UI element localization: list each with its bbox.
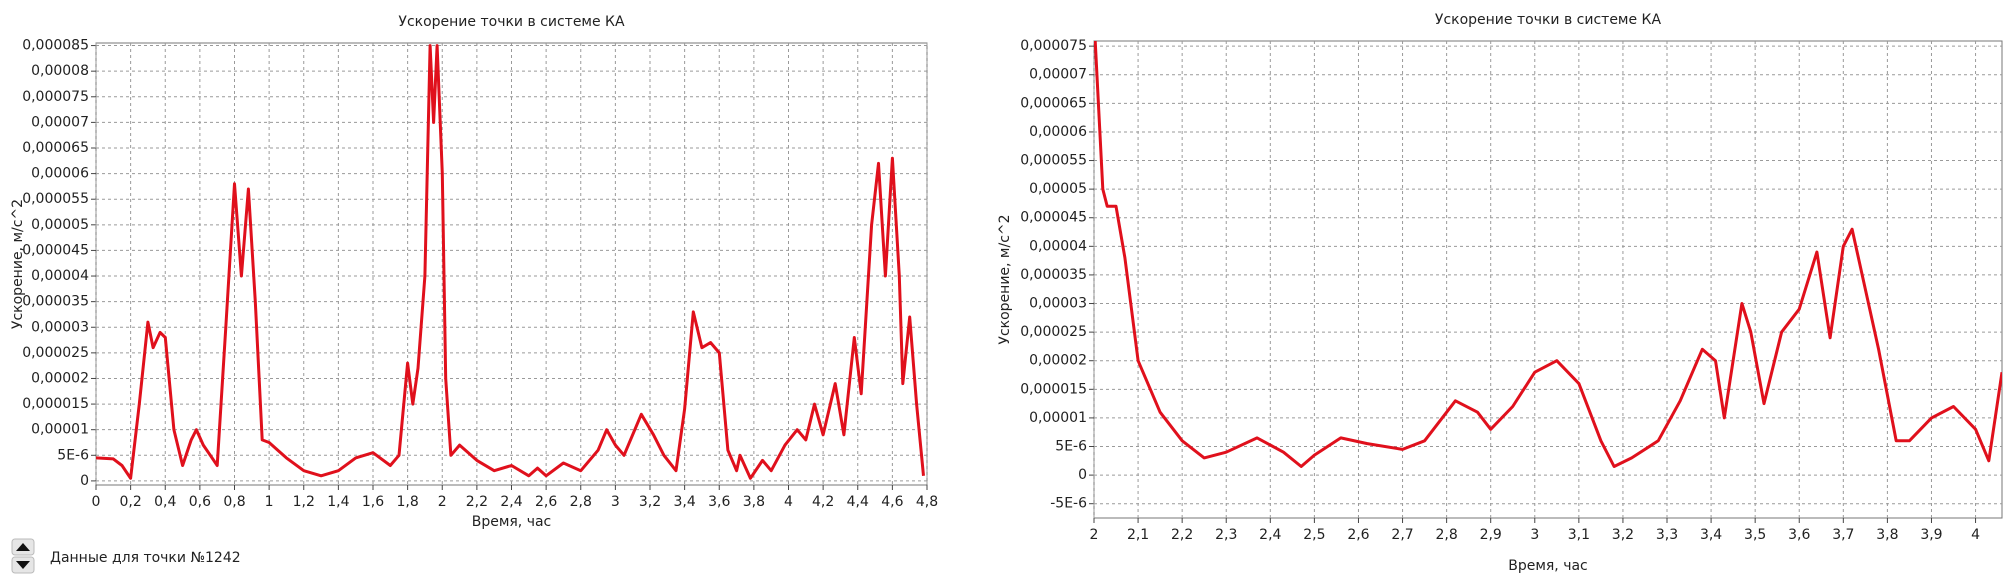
y-tick-label: 0,000065: [1020, 95, 1087, 111]
y-tick-label: 0,000075: [1020, 38, 1087, 54]
x-tick-label: 2,3: [1215, 527, 1237, 543]
x-tick-label: 2: [1090, 527, 1099, 543]
y-tick-label: 0,000045: [22, 242, 89, 258]
x-tick-label: 1: [265, 494, 274, 510]
y-tick-label: 0,00001: [1029, 410, 1087, 426]
x-tick-label: 3,2: [639, 494, 661, 510]
x-tick-label: 3,1: [1568, 527, 1590, 543]
y-tick-label: 5E-6: [1055, 439, 1087, 455]
x-tick-label: 1,4: [327, 494, 349, 510]
x-tick-label: 2,4: [500, 494, 522, 510]
x-tick-label: 4: [1971, 527, 1980, 543]
x-tick-label: 2,8: [1435, 527, 1457, 543]
point-label: Данные для точки №1242: [50, 550, 241, 566]
x-tick-label: 3,8: [1876, 527, 1898, 543]
arrow-up: [16, 543, 30, 551]
x-tick-label: 2: [438, 494, 447, 510]
y-tick-label: 0,00003: [31, 319, 89, 335]
x-tick-label: 3,4: [673, 494, 695, 510]
data-line: [96, 44, 925, 480]
y-tick-label: 0,000035: [1020, 267, 1087, 283]
x-tick-label: 3,4: [1700, 527, 1722, 543]
y-tick-label: 0,00004: [1029, 238, 1087, 254]
x-tick-label: 0,8: [223, 494, 245, 510]
x-tick-label: 4,8: [916, 494, 938, 510]
x-tick-label: 0: [92, 494, 101, 510]
y-tick-label: 0,000035: [22, 294, 89, 310]
x-tick-label: 3: [1530, 527, 1539, 543]
y-tick-label: 0,00005: [1029, 181, 1087, 197]
x-tick-label: 3,6: [708, 494, 730, 510]
x-tick-label: 2,6: [1347, 527, 1369, 543]
y-tick-label: 0,00001: [31, 422, 89, 438]
x-tick-label: 0,2: [119, 494, 141, 510]
y-tick-label: 0,000085: [22, 38, 89, 54]
x-tick-label: 3: [611, 494, 620, 510]
x-tick-label: 2,1: [1127, 527, 1149, 543]
arrow-down: [16, 561, 30, 569]
y-tick-label: 0: [80, 473, 89, 489]
y-tick-label: 0,00007: [31, 114, 89, 130]
x-tick-label: 2,2: [1171, 527, 1193, 543]
x-tick-label: 2,9: [1480, 527, 1502, 543]
spinner[interactable]: [11, 538, 35, 574]
y-axis-label: Ускорение, м/с^2: [10, 199, 26, 329]
y-tick-label: 0,00005: [31, 217, 89, 233]
x-tick-label: 1,2: [293, 494, 315, 510]
x-tick-label: 1,6: [362, 494, 384, 510]
plot-area: [1093, 40, 2003, 519]
x-tick-label: 4,2: [812, 494, 834, 510]
y-tick-label: 0,000015: [1020, 381, 1087, 397]
x-tick-label: 4: [784, 494, 793, 510]
x-tick-label: 3,9: [1920, 527, 1942, 543]
y-tick-label: 0,00006: [31, 166, 89, 182]
y-tick-label: 0,000055: [1020, 153, 1087, 169]
x-tick-label: 3,5: [1744, 527, 1766, 543]
x-tick-label: 4,4: [847, 494, 869, 510]
x-axis-label: Время, час: [472, 514, 552, 530]
x-tick-label: 2,6: [535, 494, 557, 510]
x-tick-label: 4,6: [881, 494, 903, 510]
y-tick-label: 0,00002: [1029, 353, 1087, 369]
y-tick-label: 0,00004: [31, 268, 89, 284]
x-tick-label: 2,2: [466, 494, 488, 510]
x-tick-label: 3,7: [1832, 527, 1854, 543]
x-tick-label: 3,2: [1612, 527, 1634, 543]
y-tick-label: 0,000065: [22, 140, 89, 156]
y-tick-label: 0,000075: [22, 89, 89, 105]
x-tick-label: 2,8: [570, 494, 592, 510]
y-tick-label: 0,000025: [22, 345, 89, 361]
y-tick-label: 0,000025: [1020, 324, 1087, 340]
x-tick-label: 2,4: [1259, 527, 1281, 543]
y-tick-label: -5E-6: [1050, 496, 1087, 512]
y-tick-label: 0,00008: [31, 63, 89, 79]
y-tick-label: 0: [1078, 467, 1087, 483]
x-tick-label: 1,8: [396, 494, 418, 510]
x-tick-label: 3,6: [1788, 527, 1810, 543]
x-tick-label: 3,8: [743, 494, 765, 510]
y-tick-label: 0,000015: [22, 396, 89, 412]
y-tick-label: 0,000055: [22, 191, 89, 207]
y-tick-label: 0,00003: [1029, 296, 1087, 312]
x-tick-label: 0,6: [189, 494, 211, 510]
y-tick-label: 5E-6: [57, 447, 89, 463]
chart-title: Ускорение точки в системе КА: [398, 14, 625, 30]
chart-title: Ускорение точки в системе КА: [1435, 12, 1662, 28]
y-tick-label: 0,00006: [1029, 124, 1087, 140]
data-line: [1094, 41, 2002, 468]
x-axis-label: Время, час: [1508, 558, 1588, 574]
x-tick-label: 2,7: [1391, 527, 1413, 543]
y-tick-label: 0,000045: [1020, 210, 1087, 226]
y-axis-label: Ускорение, м/с^2: [997, 214, 1013, 344]
x-tick-label: 2,5: [1303, 527, 1325, 543]
y-tick-label: 0,00007: [1029, 67, 1087, 83]
x-tick-label: 0,4: [154, 494, 176, 510]
y-tick-label: 0,00002: [31, 370, 89, 386]
x-tick-label: 3,3: [1656, 527, 1678, 543]
